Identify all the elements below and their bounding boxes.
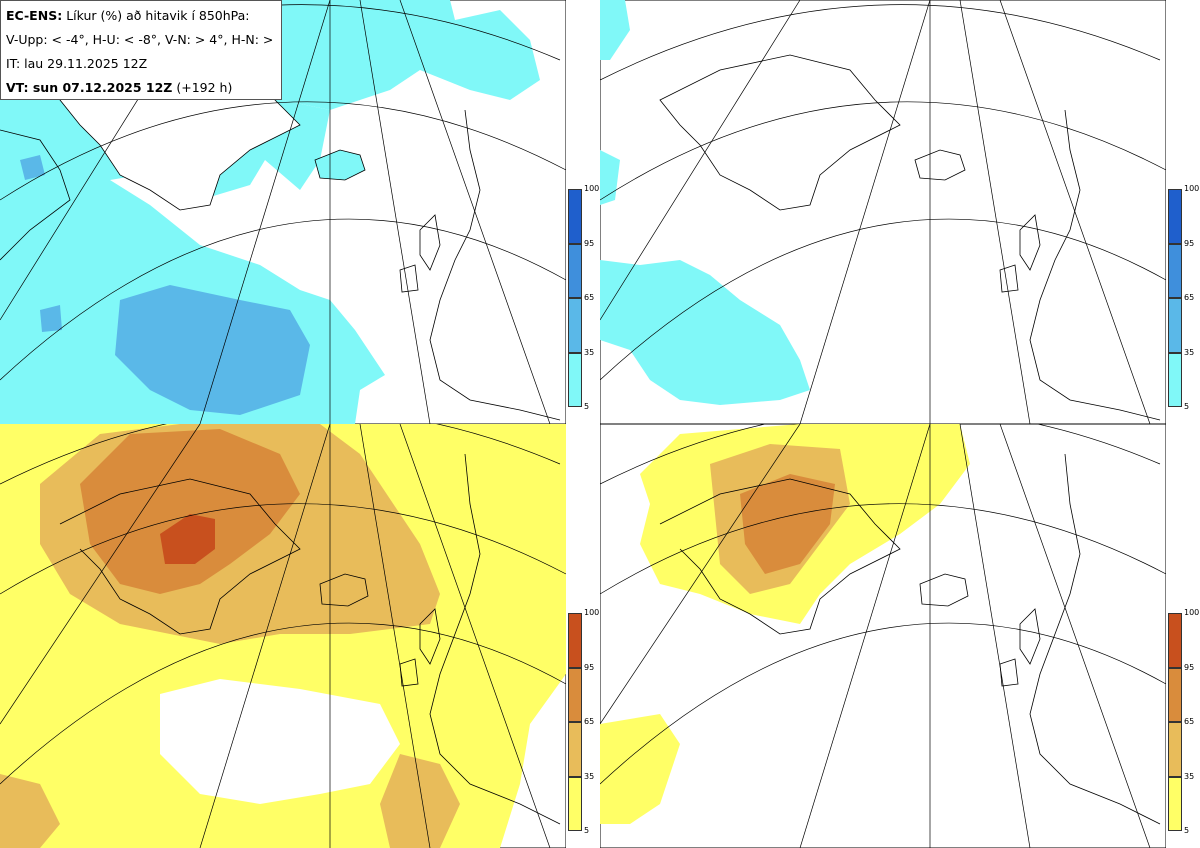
colorbar-v-n-segment-3 — [568, 776, 582, 831]
colorbar-v-upp-segment-1 — [568, 243, 582, 298]
british-isles — [999, 608, 1041, 687]
prob-area-65-95 — [80, 429, 300, 594]
prob-area-5-35 — [600, 260, 810, 405]
british-isles — [999, 214, 1041, 293]
colorbar-v-n-tick-label: 95 — [584, 662, 595, 672]
legend-title: Líkur (%) að hitavik í 850hPa: — [66, 8, 250, 23]
greenland-coast — [659, 478, 901, 635]
graticule — [600, 0, 1166, 424]
colorbar-h-n-segment-3 — [1168, 776, 1182, 831]
title-legend-box: EC-ENS: Líkur (%) að hitavik í 850hPa: V… — [0, 0, 282, 100]
greenland-land — [659, 54, 901, 211]
iceland-land — [314, 149, 366, 181]
colorbar-h-u-segment-3 — [1168, 352, 1182, 407]
colorbar-v-upp-tick-label: 65 — [584, 293, 595, 302]
prob-area-5-35-north — [600, 0, 630, 205]
legend-valid-line: VT: sun 07.12.2025 12Z (+192 h) — [6, 76, 276, 100]
colorbar-v-upp-tick-label: 35 — [584, 347, 595, 357]
scandinavia-coast — [1029, 453, 1161, 825]
map-panel-h-u — [600, 0, 1166, 424]
legend-title-line: EC-ENS: Líkur (%) að hitavik í 850hPa: — [6, 4, 276, 28]
british-isles — [399, 214, 441, 293]
prob-area-35-65-small — [20, 155, 62, 332]
colorbar-h-u-segment-2 — [1168, 298, 1182, 353]
legend-initial-time: IT: lau 29.11.2025 12Z — [6, 56, 148, 71]
map-panel-v-upp — [0, 0, 566, 424]
colorbar-h-n-tick-label: 95 — [1184, 662, 1195, 672]
colorbar-h-n-tick-label: 5 — [1184, 826, 1190, 835]
model-name: EC-ENS: — [6, 8, 63, 23]
colorbar-v-upp-tick-label: 95 — [584, 238, 595, 248]
colorbar-h-u-segment-1 — [1168, 243, 1182, 298]
colorbar-h-n-segment-2 — [1168, 722, 1182, 777]
colorbar-v-upp-segment-0 — [568, 189, 582, 244]
colorbar-v-n-tick-label: 35 — [584, 771, 595, 781]
prob-area-5-35-sw — [600, 714, 680, 824]
prob-area-35-65 — [115, 285, 310, 415]
colorbar-v-n-tick-label: 5 — [584, 826, 590, 835]
legend-valid-time: VT: sun 07.12.2025 12Z — [6, 80, 173, 95]
canada-coast — [0, 129, 71, 261]
map-panel-h-n — [600, 424, 1166, 848]
iceland-land — [919, 573, 969, 607]
colorbar-h-u-tick-label: 65 — [1184, 293, 1195, 302]
colorbar-h-u-tick-label: 95 — [1184, 238, 1195, 248]
colorbar-v-n-tick-label: 65 — [584, 717, 595, 726]
legend-thresholds: V-Upp: < -4°, H-U: < -8°, V-N: > 4°, H-N… — [6, 32, 276, 47]
prob-area-95-100 — [160, 514, 215, 564]
prob-area-5-35-north — [282, 0, 540, 110]
colorbar-v-n-tick-label: 100 — [584, 608, 600, 617]
colorbar-h-u-tick-label: 100 — [1184, 184, 1200, 193]
colorbar-v-upp-segment-2 — [568, 298, 582, 353]
iceland-land — [914, 149, 966, 181]
colorbar-v-n-segment-2 — [568, 722, 582, 777]
prob-area-35-65-sw — [0, 754, 460, 848]
graticule — [0, 424, 566, 848]
colorbar-h-n-tick-label: 35 — [1184, 771, 1195, 781]
colorbar-v-n-segment-0 — [568, 613, 582, 668]
scandinavia-coast — [429, 109, 561, 421]
prob-area-65-95 — [740, 474, 835, 574]
map-panel-v-n — [0, 424, 566, 848]
colorbar-v-n-segment-1 — [568, 667, 582, 722]
colorbar-h-u-tick-label: 35 — [1184, 347, 1195, 357]
graticule — [600, 424, 1166, 848]
colorbar-v-upp-tick-label: 100 — [584, 184, 600, 193]
colorbar-h-n-segment-1 — [1168, 667, 1182, 722]
no-signal-area — [160, 679, 400, 804]
colorbar-h-u-tick-label: 5 — [1184, 402, 1190, 411]
colorbar-h-u-segment-0 — [1168, 189, 1182, 244]
colorbar-h-n-tick-label: 100 — [1184, 608, 1200, 617]
colorbar-h-n-segment-0 — [1168, 613, 1182, 668]
colorbar-h-n-tick-label: 65 — [1184, 717, 1195, 726]
colorbar-v-upp-segment-3 — [568, 352, 582, 407]
colorbar-v-upp-tick-label: 5 — [584, 402, 590, 411]
iceland-land — [319, 573, 369, 607]
legend-lead-time: (+192 h) — [176, 80, 233, 95]
scandinavia-coast — [429, 453, 561, 825]
greenland-coast — [59, 478, 301, 635]
british-isles — [399, 608, 441, 687]
scandinavia-coast — [1029, 109, 1161, 421]
